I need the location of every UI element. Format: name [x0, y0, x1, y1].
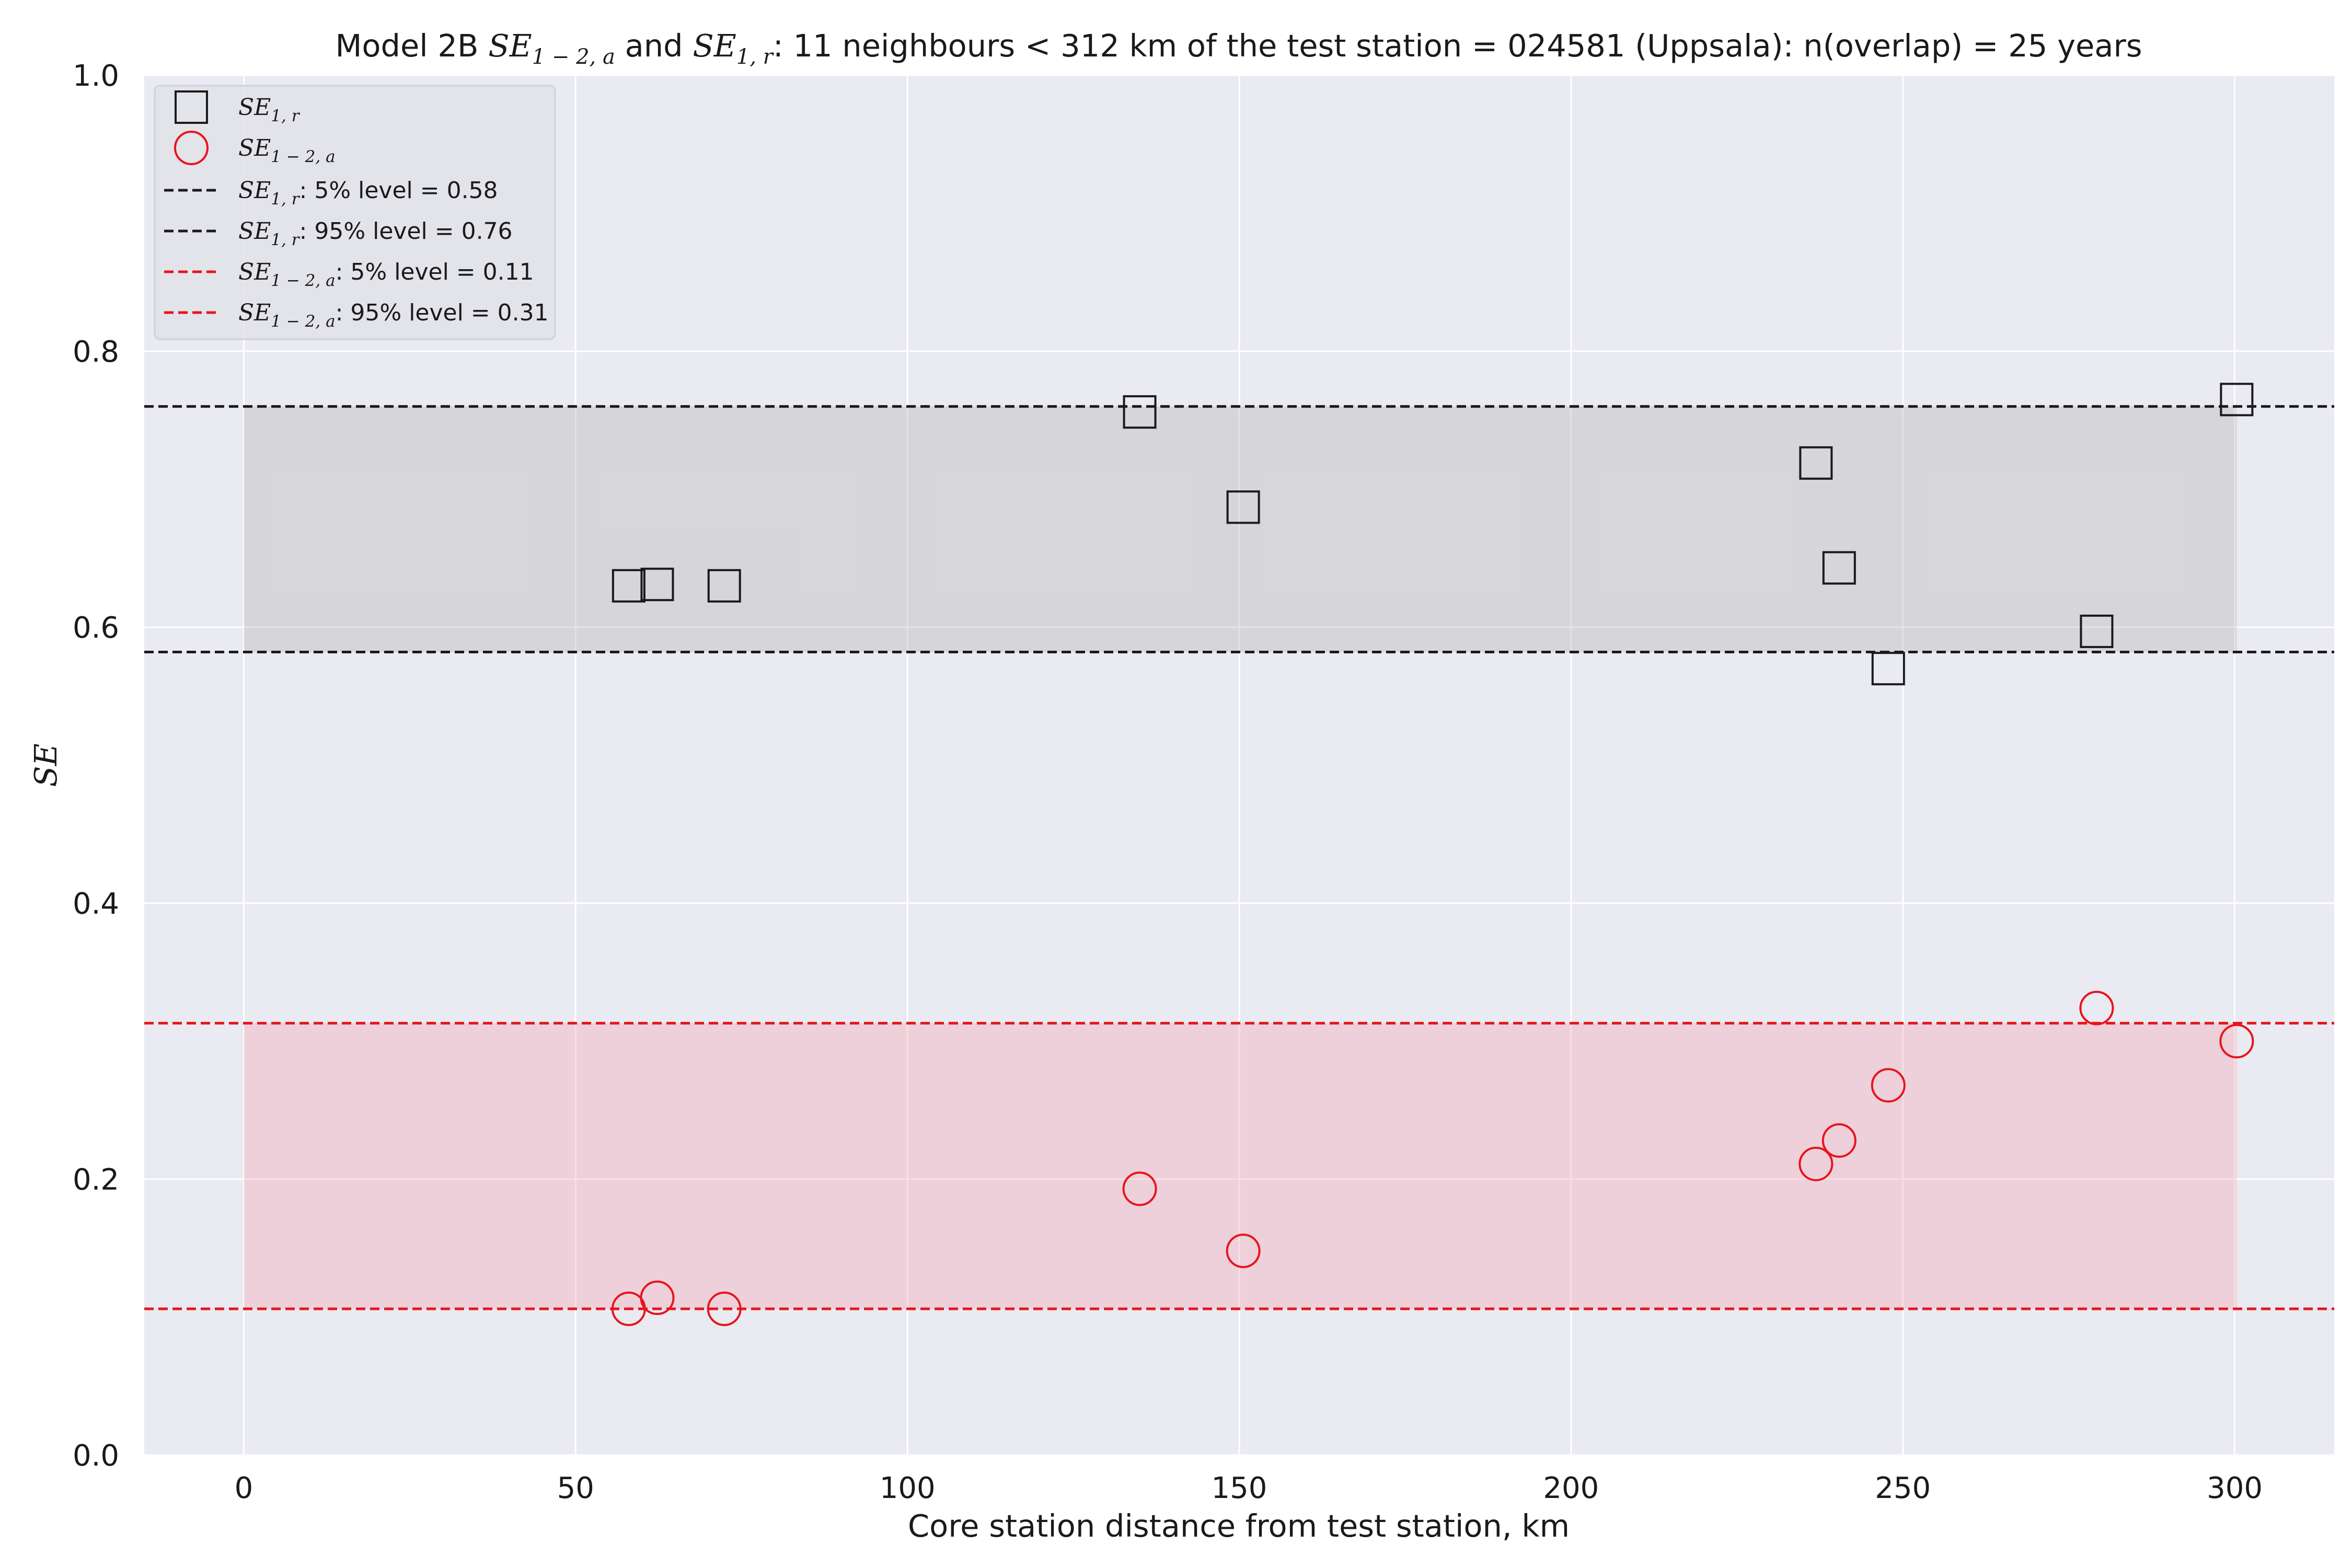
circle-marker [1821, 1123, 1857, 1158]
y-tick-label: 0.4 [73, 887, 119, 921]
circle-marker [1871, 1068, 1906, 1103]
legend: SE1, r SE1 − 2, a SE1, r: 5% level = 0.5… [154, 85, 556, 340]
legend-label: SE1 − 2, a: 95% level = 0.31 [238, 299, 549, 331]
circle-marker [2219, 1024, 2254, 1058]
circle-marker [707, 1292, 742, 1327]
square-marker [707, 569, 741, 603]
y-axis-label: SE [28, 743, 64, 787]
legend-entry-se12a-95pct: SE1 − 2, a: 95% level = 0.31 [164, 299, 549, 331]
legend-entry-se1r-95pct: SE1, r: 95% level = 0.76 [164, 218, 513, 249]
legend-label: SE1, r: 5% level = 0.58 [238, 177, 498, 209]
chart-title: Model 2B SE1 − 2, a and SE1, r: 11 neigh… [336, 28, 2142, 69]
x-tick-label: 50 [557, 1471, 594, 1505]
circle-marker [1122, 1171, 1157, 1206]
circle-marker [640, 1281, 675, 1316]
square-marker [2080, 614, 2114, 648]
legend-label: SE1, r: 95% level = 0.76 [238, 218, 513, 249]
square-marker [1226, 490, 1260, 524]
circle-marker [1798, 1146, 1834, 1181]
y-axis-ticks: 0.0 0.2 0.4 0.6 0.8 1.0 [73, 59, 119, 1473]
x-tick-label: 150 [1212, 1471, 1267, 1505]
circle-marker [1226, 1233, 1261, 1269]
legend-circle-marker [174, 131, 209, 165]
x-tick-label: 200 [1543, 1471, 1599, 1505]
y-tick-label: 0.0 [73, 1439, 119, 1473]
legend-label: SE1 − 2, a: 5% level = 0.11 [238, 259, 534, 290]
circle-marker [2079, 990, 2114, 1025]
legend-entry-se1r-5pct: SE1, r: 5% level = 0.58 [164, 177, 498, 209]
y-tick-label: 0.8 [73, 335, 119, 369]
x-axis-ticks: 0 50 100 150 200 250 300 [235, 1471, 2263, 1505]
legend-entry-se12a: SE1 − 2, a [174, 131, 336, 166]
y-tick-label: 1.0 [73, 59, 119, 93]
x-axis-label: Core station distance from test station,… [908, 1508, 1570, 1544]
legend-entry-se1r: SE1, r [175, 90, 301, 125]
legend-box [154, 85, 556, 340]
square-marker [1799, 446, 1833, 480]
legend-label: SE1 − 2, a [238, 135, 336, 166]
square-marker [1822, 551, 1856, 585]
threshold-band [244, 406, 2237, 652]
legend-entry-se12a-5pct: SE1 − 2, a: 5% level = 0.11 [164, 259, 534, 290]
x-tick-label: 300 [2207, 1471, 2263, 1505]
square-marker [1123, 395, 1157, 429]
square-marker [2220, 383, 2254, 417]
square-marker [640, 568, 674, 602]
square-marker [612, 569, 645, 603]
x-tick-label: 0 [235, 1471, 253, 1505]
square-marker [1871, 652, 1905, 686]
reference-lines [144, 405, 2334, 1310]
x-tick-label: 250 [1875, 1471, 1931, 1505]
y-tick-label: 0.2 [73, 1163, 119, 1197]
threshold-band [244, 1023, 2237, 1309]
legend-label: SE1, r [238, 94, 301, 125]
x-tick-label: 100 [880, 1471, 936, 1505]
legend-square-marker [175, 90, 208, 124]
threshold-bands [244, 406, 2237, 1309]
grid-lines [144, 74, 2334, 1456]
data-markers [611, 383, 2254, 1327]
y-tick-label: 0.6 [73, 611, 119, 645]
